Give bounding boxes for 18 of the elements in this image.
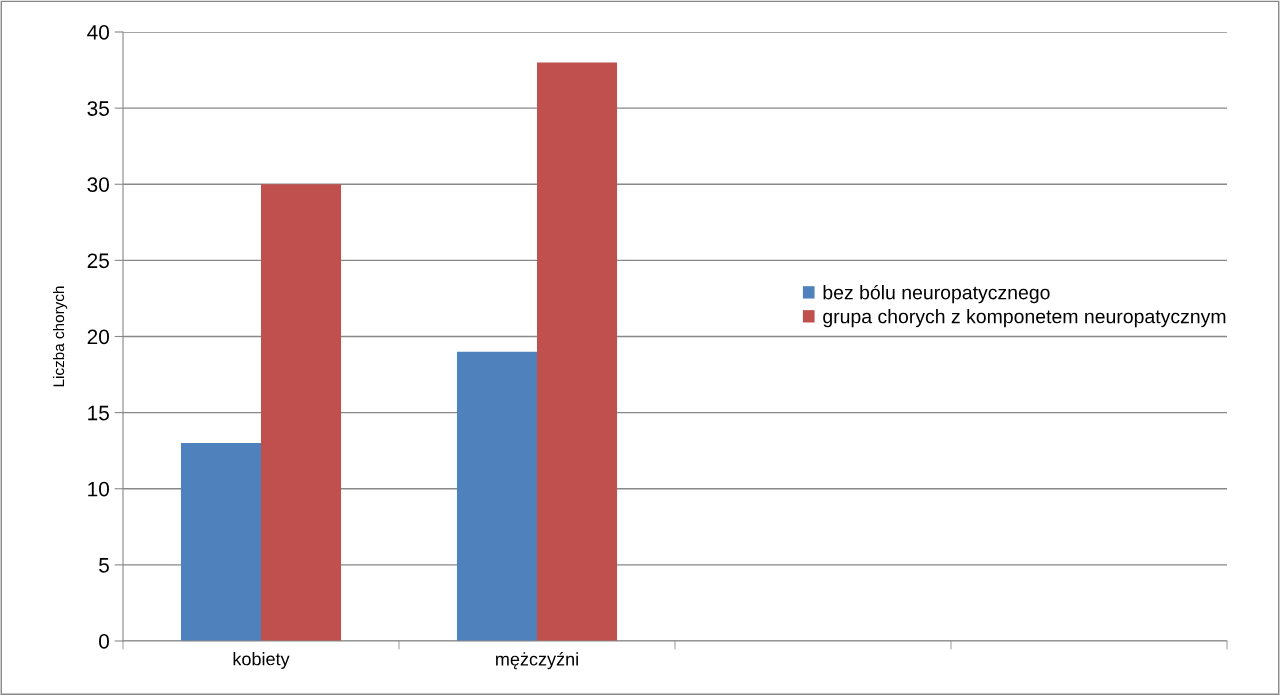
y-tick-label: 35 bbox=[87, 101, 109, 116]
x-tick-label: kobiety bbox=[233, 652, 290, 669]
x-tick-label: mężczyźni bbox=[496, 652, 578, 670]
y-tick-label: 20 bbox=[87, 329, 109, 345]
legend-label: grupa chorych z komponetem neuropatycznym bbox=[823, 309, 1226, 328]
legend-label: bez bólu neuropatycznego bbox=[823, 284, 1050, 304]
y-tick-label: 30 bbox=[87, 177, 109, 192]
y-tick-label: 5 bbox=[99, 558, 109, 573]
y-tick-label: 15 bbox=[88, 405, 109, 421]
y-tick-label: 10 bbox=[88, 481, 109, 497]
y-tick-label: 40 bbox=[87, 25, 109, 40]
bar bbox=[456, 351, 537, 641]
y-tick-label: 0 bbox=[99, 634, 109, 649]
bar bbox=[261, 184, 342, 641]
y-axis-title: Liczba chorych bbox=[52, 286, 68, 387]
y-tick-label: 25 bbox=[87, 253, 109, 269]
bar bbox=[537, 62, 618, 641]
bar bbox=[180, 443, 261, 641]
